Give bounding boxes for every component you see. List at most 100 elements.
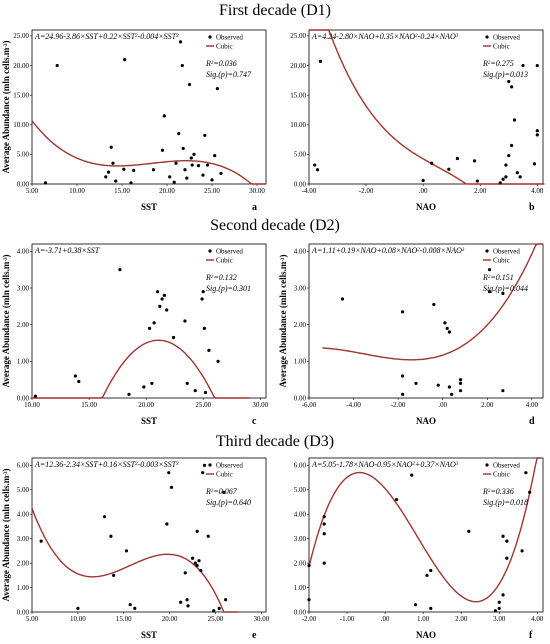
- data-point: [501, 593, 505, 597]
- significance-label: Sig.(p)=0.013: [483, 70, 528, 79]
- data-point: [497, 600, 501, 604]
- data-point: [186, 604, 190, 608]
- data-point: [178, 40, 183, 44]
- data-point: [128, 603, 132, 607]
- y-tick-label: 4.00: [17, 511, 30, 519]
- y-tick-label: 3.00: [17, 535, 30, 543]
- y-tick-label: 4.00: [294, 511, 307, 519]
- x-tick-label: 5.00: [26, 187, 39, 195]
- equation-label: A=-3.71+0.38×SST: [34, 246, 100, 255]
- data-point: [410, 473, 414, 477]
- data-point: [487, 290, 492, 294]
- data-point: [207, 348, 211, 352]
- data-point: [152, 321, 156, 325]
- data-point: [77, 379, 81, 384]
- data-point: [169, 485, 174, 489]
- data-point: [201, 471, 205, 475]
- data-point: [106, 170, 111, 174]
- data-point: [76, 606, 80, 610]
- legend-observed-label: Observed: [216, 248, 243, 256]
- legend-observed-label: Observed: [216, 34, 243, 42]
- data-point: [497, 606, 501, 610]
- x-tick-label: 10.00: [24, 401, 40, 409]
- x-tick-label: 2.00: [455, 615, 468, 623]
- x-tick-label: 20.00: [138, 401, 154, 409]
- cubic-fit-line: [322, 243, 543, 361]
- x-axis-title: SST: [141, 416, 157, 426]
- x-tick-label: 4.00: [526, 401, 539, 409]
- data-point: [180, 63, 184, 68]
- x-tick-label: 20.00: [159, 187, 175, 195]
- x-tick-label: 30.00: [249, 187, 265, 195]
- data-point: [467, 529, 471, 533]
- y-tick-label: 1.00: [17, 584, 30, 592]
- legend-observed-marker: [485, 35, 489, 39]
- legend-observed-marker: [485, 249, 489, 253]
- data-point: [177, 132, 181, 136]
- cubic-fit-line: [308, 457, 542, 603]
- legend-cubic-label: Cubic: [216, 43, 233, 51]
- y-tick-label: 0.00: [17, 180, 30, 188]
- data-point: [215, 87, 219, 91]
- y-tick-label: 0.00: [294, 180, 307, 188]
- chart-panel-a: 5.00 10.00 15.00 20.00 25.00 30.000.005.0010.…: [1, 29, 267, 213]
- data-point: [171, 335, 176, 340]
- data-point: [112, 573, 116, 577]
- data-point: [55, 63, 59, 68]
- legend-observed-marker: [485, 463, 489, 467]
- data-point: [127, 392, 131, 396]
- significance-label: Sig.(p)=0.301: [206, 284, 251, 293]
- panel-letter: c: [252, 416, 257, 427]
- y-tick-label: 2.00: [294, 321, 307, 329]
- y-tick-label: 1.00: [17, 358, 30, 366]
- data-point: [43, 181, 48, 185]
- y-tick-label: 5.00: [17, 486, 30, 494]
- x-tick-label: 5.00: [26, 615, 39, 623]
- data-point: [512, 118, 517, 122]
- data-point: [518, 175, 522, 179]
- data-point: [307, 598, 311, 602]
- data-point: [450, 392, 454, 396]
- data-point: [394, 497, 399, 502]
- data-point: [458, 378, 463, 382]
- data-point: [187, 82, 192, 87]
- data-point: [413, 603, 418, 607]
- data-point: [447, 385, 451, 389]
- data-point: [197, 559, 201, 563]
- data-point: [158, 304, 162, 308]
- y-tick-label: 2.00: [294, 559, 307, 567]
- y-tick-label: 10.00: [13, 121, 29, 129]
- y-tick-label: 0.00: [294, 608, 307, 616]
- data-point: [487, 268, 492, 272]
- y-tick-label: 2.00: [17, 321, 30, 329]
- x-tick-label: 2.00: [474, 187, 487, 195]
- panel-letter: d: [529, 416, 535, 427]
- y-tick-label: 10.00: [290, 121, 306, 129]
- y-tick-label: 4.00: [17, 248, 30, 256]
- decade-title-d3: Third decade (D3): [215, 433, 335, 450]
- x-tick-label: 15.00: [81, 401, 97, 409]
- data-point: [165, 522, 169, 526]
- data-point: [201, 290, 205, 294]
- x-axis-title: SST: [141, 630, 157, 640]
- data-point: [174, 161, 178, 165]
- y-tick-label: 20.00: [13, 62, 29, 70]
- data-point: [133, 606, 137, 610]
- data-point: [185, 598, 189, 602]
- data-point: [185, 176, 189, 180]
- chart-panel-b: -4.00 -2.00 .00 2.00 4.00 0.00 5.00 10.00 15.00 2…: [290, 29, 545, 213]
- data-point: [129, 181, 133, 185]
- x-tick-label: 10.00: [70, 615, 86, 623]
- data-point: [501, 177, 505, 181]
- y-tick-label: 6.00: [17, 462, 30, 470]
- data-point: [183, 571, 187, 575]
- data-point: [532, 162, 537, 166]
- y-axis-title: Average Abundance (mln cells.m-3): [1, 469, 11, 602]
- x-tick-label: 25.00: [195, 401, 211, 409]
- legend-observed-marker: [208, 463, 212, 467]
- data-point: [429, 606, 433, 610]
- data-point: [505, 539, 509, 543]
- x-tick-label: 10.00: [69, 187, 85, 195]
- cubic-fit-line: [31, 120, 266, 185]
- decade-title-d2: Second decade (D2): [210, 217, 340, 234]
